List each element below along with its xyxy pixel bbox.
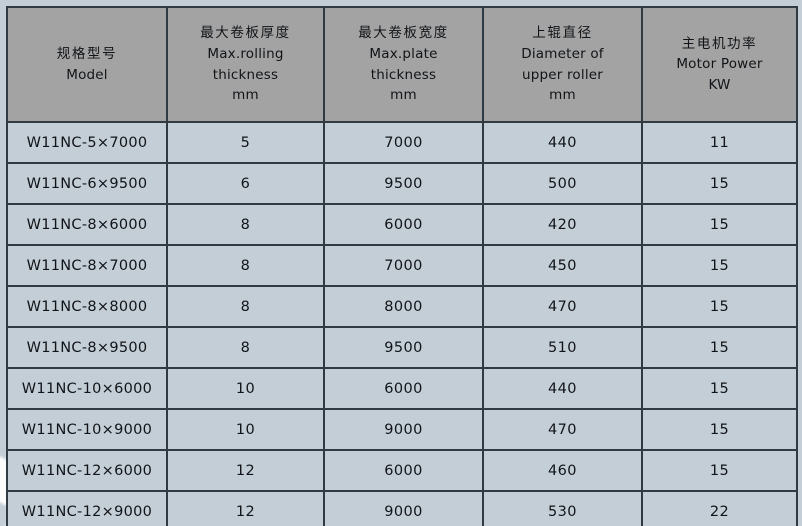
header-line: 最大卷板宽度 — [358, 25, 449, 42]
column-motor-power: 主电机功率 Motor Power KW — [641, 6, 798, 123]
table-row: W11NC-12×6000 12 6000 460 15 — [6, 449, 798, 492]
cell-model: W11NC-12×6000 — [6, 449, 168, 492]
cell-model: W11NC-8×8000 — [6, 285, 168, 328]
header-row: 规格型号 Model 最大卷板厚度 Max.rolling thickness mm 最大卷… — [6, 6, 798, 123]
table-row: W11NC-8×7000 8 7000 450 15 — [6, 244, 798, 287]
cell-diameter_upper_roller: 420 — [482, 203, 643, 246]
cell-motor_power: 15 — [641, 449, 798, 492]
header-line: KW — [708, 76, 731, 93]
table-row: W11NC-12×9000 12 9000 530 22 — [6, 490, 798, 526]
cell-max_rolling_thickness: 10 — [166, 408, 325, 451]
cell-max_plate_thickness: 6000 — [323, 203, 484, 246]
table-body: W11NC-5×7000 5 7000 440 11 W11NC-6×9500 6 9500 5… — [6, 121, 798, 526]
cell-model: W11NC-10×6000 — [6, 367, 168, 410]
header-line: mm — [549, 87, 576, 104]
header-line: 上辊直径 — [532, 25, 593, 42]
cell-model: W11NC-8×9500 — [6, 326, 168, 369]
cell-motor_power: 15 — [641, 285, 798, 328]
cell-model: W11NC-10×9000 — [6, 408, 168, 451]
cell-model: W11NC-6×9500 — [6, 162, 168, 205]
cell-diameter_upper_roller: 460 — [482, 449, 643, 492]
cell-max_plate_thickness: 9000 — [323, 408, 484, 451]
column-model: 规格型号 Model — [6, 6, 168, 123]
cell-motor_power: 11 — [641, 121, 798, 164]
cell-model: W11NC-12×9000 — [6, 490, 168, 526]
table-row: W11NC-8×8000 8 8000 470 15 — [6, 285, 798, 328]
cell-max_plate_thickness: 9500 — [323, 162, 484, 205]
cell-max_rolling_thickness: 8 — [166, 326, 325, 369]
cell-max_plate_thickness: 9500 — [323, 326, 484, 369]
cell-motor_power: 15 — [641, 326, 798, 369]
cell-motor_power: 15 — [641, 367, 798, 410]
cell-max_rolling_thickness: 10 — [166, 367, 325, 410]
cell-max_rolling_thickness: 8 — [166, 285, 325, 328]
cell-diameter_upper_roller: 510 — [482, 326, 643, 369]
cell-motor_power: 22 — [641, 490, 798, 526]
header-line: mm — [390, 87, 417, 104]
cell-max_plate_thickness: 7000 — [323, 121, 484, 164]
cell-diameter_upper_roller: 530 — [482, 490, 643, 526]
cell-max_rolling_thickness: 12 — [166, 449, 325, 492]
table-row: W11NC-8×9500 8 9500 510 15 — [6, 326, 798, 369]
cell-model: W11NC-5×7000 — [6, 121, 168, 164]
cell-max_plate_thickness: 6000 — [323, 367, 484, 410]
table-row: W11NC-5×7000 5 7000 440 11 — [6, 121, 798, 164]
table-row: W11NC-10×9000 10 9000 470 15 — [6, 408, 798, 451]
header-line: thickness — [212, 66, 279, 83]
header-line: Diameter of — [521, 45, 604, 62]
cell-max_plate_thickness: 6000 — [323, 449, 484, 492]
table-row: W11NC-6×9500 6 9500 500 15 — [6, 162, 798, 205]
cell-model: W11NC-8×7000 — [6, 244, 168, 287]
table-row: W11NC-8×6000 8 6000 420 15 — [6, 203, 798, 246]
header-line: Max.plate — [369, 45, 438, 62]
header-line: 最大卷板厚度 — [200, 25, 291, 42]
cell-model: W11NC-8×6000 — [6, 203, 168, 246]
cell-diameter_upper_roller: 470 — [482, 285, 643, 328]
column-diameter-upper-roller: 上辊直径 Diameter of upper roller mm — [482, 6, 643, 123]
header-line: Model — [66, 66, 108, 83]
cell-diameter_upper_roller: 440 — [482, 367, 643, 410]
column-max-rolling-thickness: 最大卷板厚度 Max.rolling thickness mm — [166, 6, 325, 123]
cell-max_rolling_thickness: 8 — [166, 244, 325, 287]
table-header: 规格型号 Model 最大卷板厚度 Max.rolling thickness mm 最大卷… — [6, 6, 798, 123]
column-max-plate-thickness: 最大卷板宽度 Max.plate thickness mm — [323, 6, 484, 123]
cell-motor_power: 15 — [641, 244, 798, 287]
header-line: Max.rolling — [207, 45, 284, 62]
cell-max_plate_thickness: 9000 — [323, 490, 484, 526]
cell-max_plate_thickness: 8000 — [323, 285, 484, 328]
header-line: thickness — [370, 66, 437, 83]
table-row: W11NC-10×6000 10 6000 440 15 — [6, 367, 798, 410]
header-line: upper roller — [521, 66, 604, 83]
cell-max_rolling_thickness: 6 — [166, 162, 325, 205]
cell-diameter_upper_roller: 500 — [482, 162, 643, 205]
cell-max_rolling_thickness: 8 — [166, 203, 325, 246]
cell-diameter_upper_roller: 440 — [482, 121, 643, 164]
cell-max_plate_thickness: 7000 — [323, 244, 484, 287]
cell-diameter_upper_roller: 450 — [482, 244, 643, 287]
header-line: Motor Power — [676, 56, 763, 73]
cell-motor_power: 15 — [641, 408, 798, 451]
cell-motor_power: 15 — [641, 162, 798, 205]
header-line: 主电机功率 — [681, 35, 758, 52]
cell-max_rolling_thickness: 5 — [166, 121, 325, 164]
cell-motor_power: 15 — [641, 203, 798, 246]
cell-diameter_upper_roller: 470 — [482, 408, 643, 451]
header-line: mm — [232, 87, 259, 104]
specification-table: 规格型号 Model 最大卷板厚度 Max.rolling thickness mm 最大卷… — [6, 6, 798, 526]
header-line: 规格型号 — [56, 45, 118, 62]
cell-max_rolling_thickness: 12 — [166, 490, 325, 526]
